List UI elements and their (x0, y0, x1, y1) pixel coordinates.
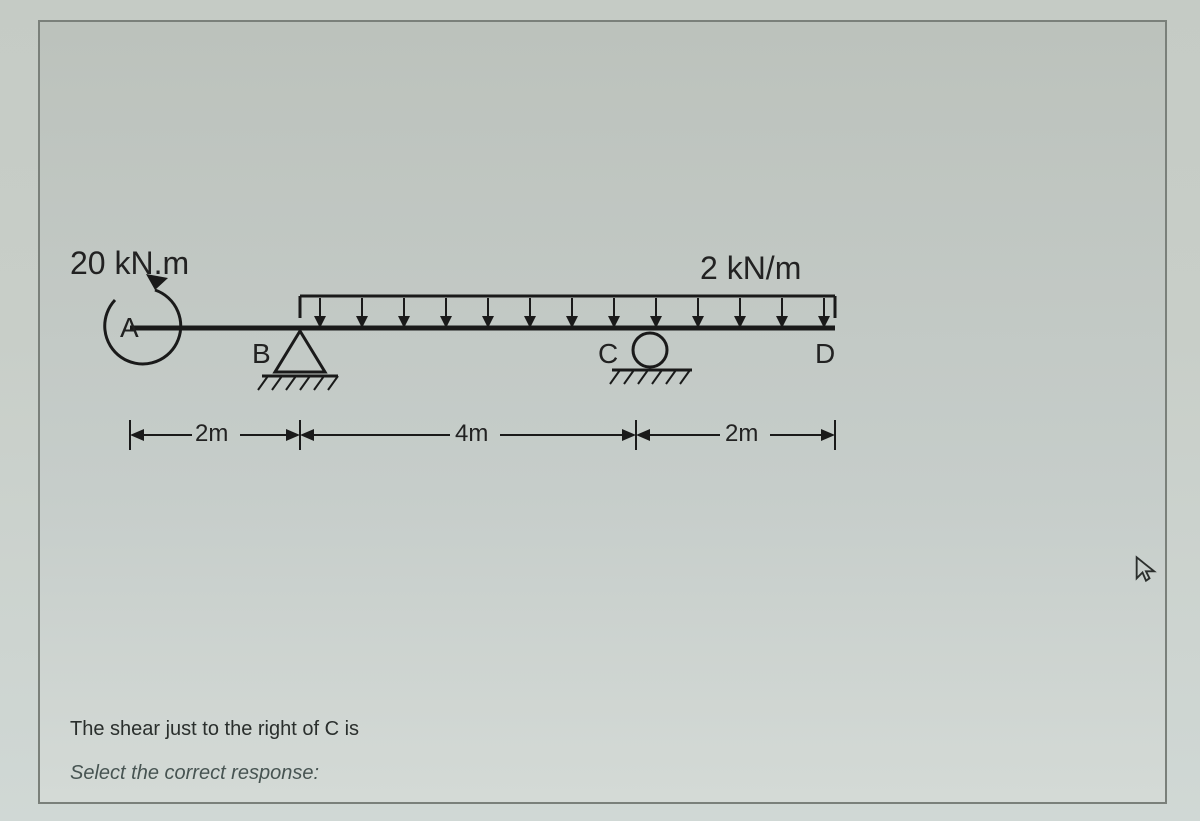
moment-arc (105, 274, 181, 364)
question-prompt: Select the correct response: (70, 762, 319, 785)
udl-label: 2 kN/m (700, 250, 801, 287)
point-d-label: D (815, 338, 835, 370)
udl (300, 296, 835, 328)
moment-label: 20 kN.m (70, 245, 189, 282)
cursor-icon (1132, 555, 1160, 583)
point-c-label: C (598, 338, 618, 370)
question-text: The shear just to the right of C is (70, 718, 359, 741)
roller-support-c (610, 333, 692, 384)
dim-cd: 2m (725, 420, 758, 448)
dim-ab: 2m (195, 420, 228, 448)
beam-diagram (0, 0, 1200, 821)
point-a-label: A (120, 312, 139, 344)
dim-bc: 4m (455, 420, 488, 448)
point-b-label: B (252, 338, 271, 370)
